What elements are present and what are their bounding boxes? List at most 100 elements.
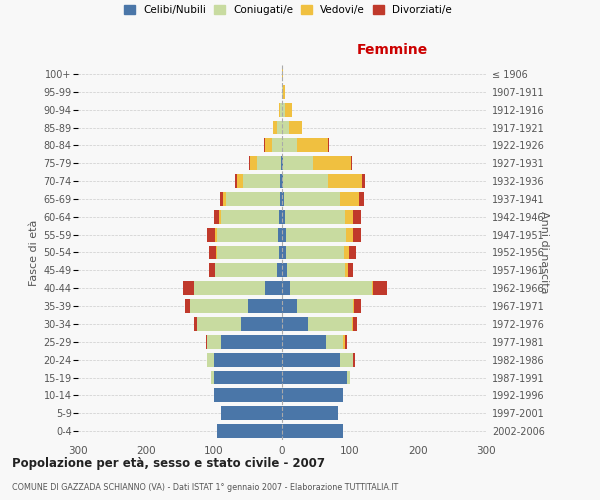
Bar	[282, 138, 297, 152]
Bar	[277, 264, 282, 278]
Bar	[283, 156, 313, 170]
Bar	[285, 210, 344, 224]
Bar	[282, 102, 285, 117]
Bar	[284, 192, 340, 206]
Bar	[282, 299, 297, 313]
Bar	[345, 264, 348, 278]
Bar	[281, 156, 282, 170]
Bar	[217, 424, 282, 438]
Legend: Celibi/Nubili, Coniugati/e, Vedovi/e, Divorziati/e: Celibi/Nubili, Coniugati/e, Vedovi/e, Di…	[124, 5, 452, 15]
Bar	[287, 264, 345, 278]
Y-axis label: Anni di nascita: Anni di nascita	[539, 211, 549, 294]
Bar	[194, 281, 265, 295]
Bar	[280, 192, 282, 206]
Text: Femmine: Femmine	[356, 44, 428, 58]
Bar	[194, 317, 197, 331]
Bar	[353, 228, 361, 241]
Bar	[221, 406, 282, 420]
Bar	[215, 264, 277, 278]
Bar	[282, 388, 343, 402]
Bar	[217, 228, 278, 241]
Bar	[297, 138, 328, 152]
Bar	[248, 299, 282, 313]
Bar	[237, 174, 242, 188]
Bar	[207, 335, 221, 349]
Bar	[289, 120, 302, 134]
Bar	[209, 264, 215, 278]
Bar	[349, 246, 356, 260]
Bar	[353, 352, 355, 366]
Bar	[250, 156, 257, 170]
Bar	[282, 228, 286, 241]
Bar	[241, 317, 282, 331]
Bar	[280, 174, 282, 188]
Bar	[283, 85, 285, 99]
Bar	[184, 281, 194, 295]
Y-axis label: Fasce di età: Fasce di età	[29, 220, 39, 286]
Bar	[282, 370, 347, 384]
Bar	[372, 281, 373, 295]
Bar	[257, 156, 281, 170]
Bar	[214, 370, 282, 384]
Bar	[326, 335, 343, 349]
Bar	[278, 228, 282, 241]
Bar	[282, 192, 284, 206]
Bar	[282, 317, 308, 331]
Bar	[282, 406, 338, 420]
Bar	[328, 138, 329, 152]
Bar	[221, 210, 278, 224]
Bar	[352, 317, 353, 331]
Bar	[282, 424, 343, 438]
Bar	[282, 246, 286, 260]
Bar	[282, 264, 287, 278]
Bar	[226, 192, 280, 206]
Text: Popolazione per età, sesso e stato civile - 2007: Popolazione per età, sesso e stato civil…	[12, 458, 325, 470]
Bar	[343, 335, 344, 349]
Bar	[197, 317, 241, 331]
Bar	[217, 246, 278, 260]
Bar	[347, 370, 350, 384]
Bar	[278, 210, 282, 224]
Bar	[348, 264, 353, 278]
Bar	[282, 67, 283, 81]
Bar	[359, 192, 364, 206]
Bar	[286, 246, 344, 260]
Bar	[214, 210, 220, 224]
Bar	[282, 210, 285, 224]
Bar	[209, 246, 216, 260]
Bar	[373, 281, 387, 295]
Bar	[282, 174, 283, 188]
Bar	[282, 120, 289, 134]
Bar	[273, 120, 277, 134]
Bar	[214, 352, 282, 366]
Bar	[346, 228, 353, 241]
Bar	[282, 352, 340, 366]
Bar	[278, 246, 282, 260]
Bar	[215, 228, 217, 241]
Bar	[282, 335, 326, 349]
Bar	[313, 156, 350, 170]
Bar	[277, 120, 282, 134]
Bar	[353, 317, 357, 331]
Bar	[344, 335, 347, 349]
Bar	[282, 156, 283, 170]
Bar	[207, 352, 214, 366]
Bar	[278, 102, 280, 117]
Bar	[216, 246, 217, 260]
Bar	[297, 299, 353, 313]
Bar	[286, 228, 346, 241]
Bar	[248, 156, 250, 170]
Bar	[221, 335, 282, 349]
Text: COMUNE DI GAZZADA SCHIANNO (VA) - Dati ISTAT 1° gennaio 2007 - Elaborazione TUTT: COMUNE DI GAZZADA SCHIANNO (VA) - Dati I…	[12, 483, 398, 492]
Bar	[272, 138, 282, 152]
Bar	[220, 192, 223, 206]
Bar	[235, 174, 237, 188]
Bar	[340, 192, 359, 206]
Bar	[265, 281, 282, 295]
Bar	[214, 388, 282, 402]
Bar	[206, 335, 207, 349]
Bar	[350, 156, 352, 170]
Bar	[283, 174, 328, 188]
Bar	[207, 228, 215, 241]
Bar	[265, 138, 272, 152]
